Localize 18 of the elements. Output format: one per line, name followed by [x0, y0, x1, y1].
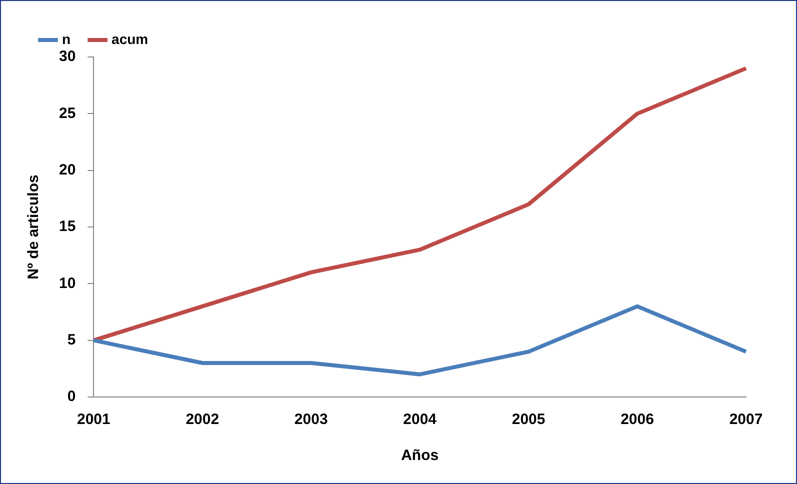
y-axis-title: Nº de articulos: [25, 174, 42, 280]
x-tick-label: 2003: [294, 411, 328, 428]
y-tick-label: 5: [67, 331, 76, 348]
y-tick-label: 0: [67, 388, 76, 406]
x-tick-label: 2005: [512, 411, 546, 428]
x-tick-label: 2002: [186, 411, 220, 428]
x-tick-label: 2007: [729, 411, 763, 428]
legend-label: n: [62, 30, 71, 47]
y-tick-label: 30: [58, 48, 76, 66]
legend-label: acum: [112, 30, 148, 47]
y-tick-label: 25: [58, 104, 76, 122]
y-tick-label: 20: [58, 161, 76, 178]
y-tick-label: 15: [58, 218, 76, 236]
x-tick-label: 2006: [620, 411, 654, 428]
x-tick-label: 2001: [76, 411, 110, 428]
x-tick-label: 2004: [403, 411, 438, 428]
x-axis-title: Años: [401, 447, 439, 464]
y-tick-label: 10: [58, 274, 76, 292]
